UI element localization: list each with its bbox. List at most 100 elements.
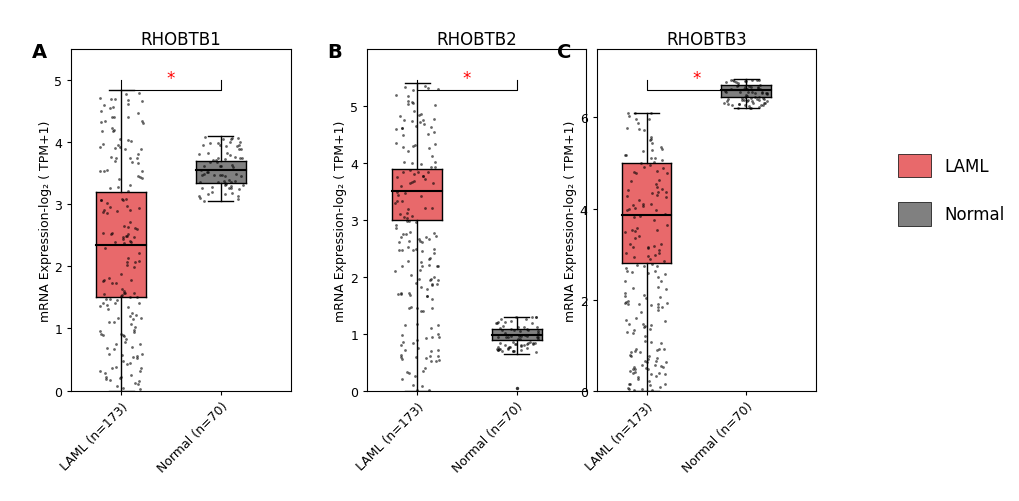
Point [118, 91, 135, 99]
Point [398, 214, 415, 222]
Point [530, 327, 546, 335]
Point [730, 105, 746, 113]
Point [651, 345, 667, 353]
Point [115, 196, 131, 204]
Point [640, 377, 656, 385]
Point [627, 228, 643, 236]
Point [388, 225, 405, 233]
Point [196, 142, 212, 150]
Point [196, 197, 212, 205]
Point [627, 314, 643, 322]
Point [119, 114, 136, 122]
Point [404, 118, 420, 126]
Point [230, 196, 247, 204]
Point [389, 290, 406, 298]
Point [104, 230, 120, 238]
Point [628, 346, 644, 354]
Point [222, 178, 238, 186]
Point [642, 136, 658, 144]
Point [657, 285, 674, 293]
Point [409, 344, 425, 352]
Point [512, 328, 528, 336]
Point [119, 232, 136, 240]
Point [193, 167, 209, 175]
Point [733, 95, 749, 103]
Point [506, 341, 523, 349]
Point [522, 338, 538, 346]
Point [115, 288, 131, 296]
Point [110, 142, 126, 150]
Point [636, 338, 652, 346]
Point [93, 331, 109, 339]
Point [222, 182, 238, 190]
Point [639, 244, 655, 253]
Point [625, 285, 641, 293]
Point [656, 318, 673, 326]
Point [102, 376, 118, 384]
Point [127, 225, 144, 233]
Point [504, 347, 521, 355]
Point [391, 113, 408, 121]
Point [753, 90, 769, 98]
Point [221, 184, 237, 192]
Point [113, 373, 129, 381]
Point [646, 155, 662, 163]
Point [631, 197, 647, 205]
Point [97, 369, 113, 377]
Point [429, 263, 445, 271]
Point [425, 116, 441, 124]
Point [737, 92, 753, 100]
Point [405, 100, 421, 108]
Point [113, 195, 129, 203]
Point [489, 346, 505, 354]
Point [419, 285, 435, 293]
Point [750, 94, 766, 102]
Point [217, 180, 233, 188]
Point [642, 302, 658, 310]
Point [214, 171, 230, 179]
Point [529, 323, 545, 331]
Point [204, 188, 220, 196]
Point [636, 127, 652, 135]
Point [424, 334, 440, 342]
Point [621, 112, 637, 120]
Point [504, 348, 521, 356]
Point [430, 352, 446, 360]
Point [627, 234, 643, 242]
Point [641, 256, 657, 264]
Point [393, 355, 410, 363]
Point [102, 105, 118, 113]
Point [625, 363, 641, 371]
Point [406, 178, 422, 186]
Point [655, 258, 672, 266]
Point [518, 316, 534, 324]
Point [119, 360, 136, 368]
Point [223, 134, 239, 142]
Point [392, 291, 409, 299]
Point [420, 131, 436, 139]
Point [512, 346, 528, 354]
Point [102, 296, 118, 304]
Point [618, 265, 634, 273]
Point [223, 136, 239, 144]
Point [653, 145, 669, 153]
Point [122, 312, 139, 320]
Point [93, 197, 109, 205]
Point [109, 297, 125, 305]
Point [430, 276, 446, 284]
Y-axis label: mRNA Expression-log₂ ( TPM+1): mRNA Expression-log₂ ( TPM+1) [334, 120, 347, 321]
Point [216, 177, 232, 185]
Point [643, 261, 659, 269]
Point [126, 259, 143, 267]
Legend: LAML, Normal: LAML, Normal [891, 148, 1011, 233]
Point [649, 307, 665, 315]
Point [427, 140, 443, 148]
Point [393, 125, 410, 133]
Point [623, 177, 639, 185]
Point [388, 173, 405, 181]
Point [646, 268, 662, 276]
Point [129, 354, 146, 362]
Point [393, 247, 410, 255]
Point [736, 97, 752, 105]
Point [637, 357, 653, 365]
